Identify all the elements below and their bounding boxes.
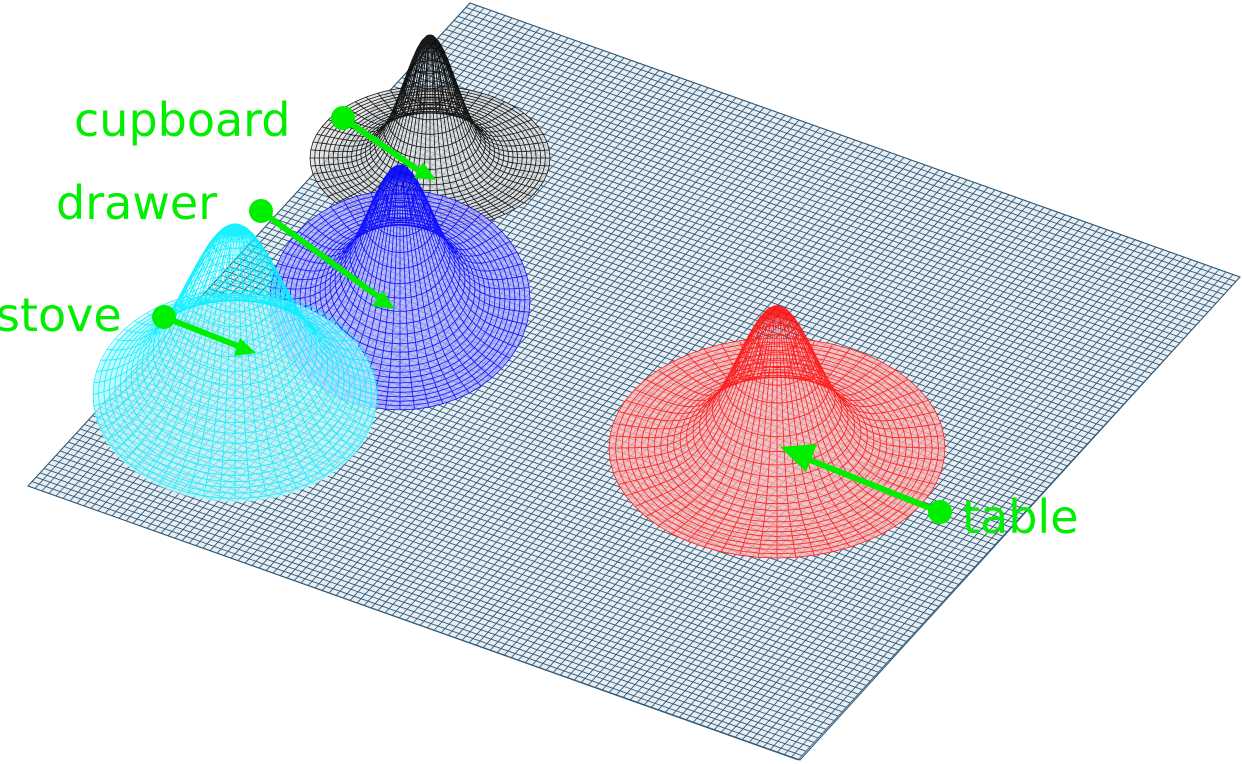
annotation-table: table (780, 444, 1079, 544)
arrow-drawer (258, 208, 383, 301)
annotation-cupboard: cupboard (74, 93, 436, 180)
label-table: table (962, 490, 1079, 544)
label-cupboard: cupboard (74, 93, 290, 147)
arrowhead-cupboard (414, 162, 436, 180)
arrow-stove (161, 314, 241, 349)
arrowhead-stove (234, 338, 256, 356)
dot-stove (152, 305, 176, 329)
peak-stove (92, 223, 378, 502)
dot-cupboard (331, 106, 355, 130)
peak-mesh-drawer (269, 164, 531, 411)
label-stove: stove (0, 288, 122, 342)
arrow-cupboard (340, 115, 421, 173)
peak-mesh-stove (92, 223, 378, 499)
annotation-drawer: drawer (56, 176, 395, 309)
arrow-table (807, 457, 943, 515)
arrowhead-drawer (372, 291, 395, 309)
label-drawer: drawer (56, 176, 217, 230)
floor-grid-lines-v (27, 2, 1241, 761)
peak-table (608, 304, 946, 559)
arrowhead-table (780, 444, 817, 472)
peak-mesh-table (608, 304, 946, 559)
dot-table (928, 500, 952, 524)
annotation-stove: stove (0, 288, 256, 356)
dot-drawer (249, 199, 273, 223)
